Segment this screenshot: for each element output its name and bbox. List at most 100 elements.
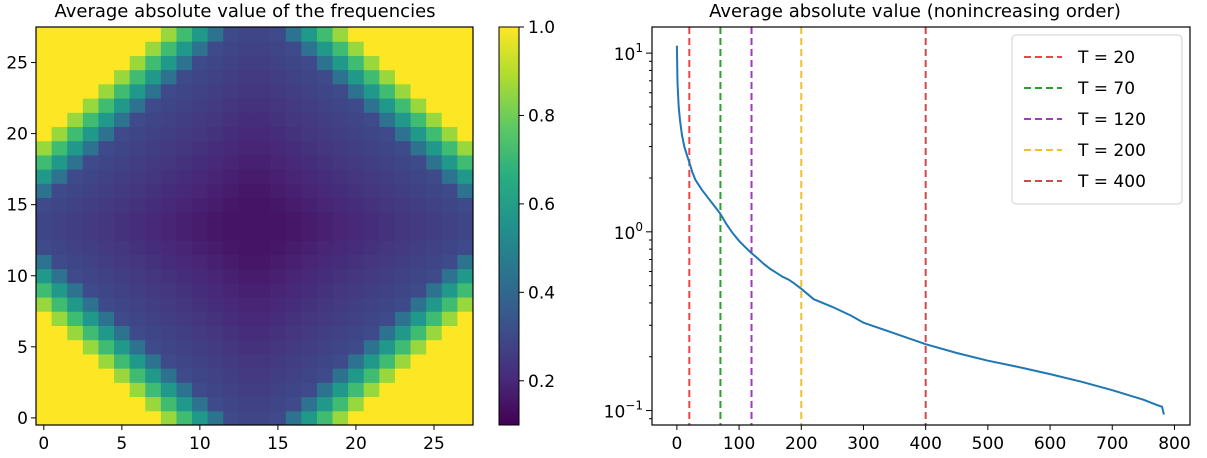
- heatmap-cell: [223, 169, 240, 184]
- heatmap-cell: [379, 83, 396, 99]
- heatmap-cell: [301, 311, 318, 326]
- heatmap-cell: [51, 382, 68, 398]
- heatmap-cell: [82, 297, 99, 312]
- heatmap-cell: [379, 240, 396, 255]
- heatmap-cell: [82, 27, 99, 42]
- heatmap-cell: [426, 112, 443, 127]
- heatmap-cell: [270, 154, 287, 170]
- heatmap-cell: [363, 282, 380, 298]
- heatmap-cell: [363, 197, 380, 213]
- heatmap-cell: [207, 311, 224, 326]
- heatmap-cell: [379, 353, 396, 369]
- heatmap-cell: [332, 211, 349, 227]
- heatmap-cell: [223, 396, 240, 412]
- heatmap-cell: [98, 41, 115, 56]
- heatmap-cell: [426, 410, 443, 426]
- heatmap-cell: [379, 27, 396, 42]
- heatmap-cell: [285, 240, 302, 255]
- heatmap-cell: [82, 197, 99, 213]
- heatmap-cell: [285, 382, 302, 398]
- heatmap-cell: [301, 169, 318, 184]
- heatmap-cell: [270, 311, 287, 326]
- heatmap-cell: [426, 27, 443, 42]
- heatmap-cell: [410, 211, 427, 227]
- heatmap-cell: [36, 353, 53, 369]
- heatmap-cell: [348, 27, 365, 42]
- x-tick-label: 0: [671, 434, 682, 454]
- heatmap-cell: [98, 197, 115, 213]
- heatmap-cell: [348, 169, 365, 184]
- heatmap-cell: [457, 140, 474, 156]
- heatmap-cell: [457, 69, 474, 85]
- heatmap-cell: [176, 325, 193, 341]
- heatmap-cell: [270, 98, 287, 113]
- heatmap-cell: [114, 169, 131, 184]
- heatmap-cell: [238, 98, 255, 113]
- heatmap-cell: [457, 83, 474, 99]
- heatmap-cell: [270, 268, 287, 284]
- heatmap-cell: [192, 339, 209, 355]
- heatmap-cell: [348, 55, 365, 71]
- heatmap-cell: [254, 297, 271, 312]
- heatmap-cell: [51, 268, 68, 284]
- heatmap-cell: [114, 211, 131, 227]
- heatmap-cell: [332, 112, 349, 127]
- heatmap-cell: [410, 311, 427, 326]
- heatmap-cell: [379, 169, 396, 184]
- heatmap-cell: [394, 382, 412, 398]
- heatmap-cell: [207, 211, 224, 227]
- heatmap-cell: [238, 83, 255, 99]
- heatmap-cell: [457, 126, 474, 142]
- heatmap-cell: [270, 83, 287, 99]
- heatmap-cell: [114, 98, 131, 113]
- heatmap-cell: [394, 353, 412, 369]
- heatmap-cell: [160, 325, 177, 341]
- heatmap-cell: [410, 396, 427, 412]
- heatmap-cell: [207, 197, 224, 213]
- heatmap-cell: [285, 27, 302, 42]
- heatmap-cell: [394, 112, 412, 127]
- heatmap-cell: [67, 311, 84, 326]
- heatmap-cell: [129, 197, 146, 213]
- heatmap-cell: [363, 140, 380, 156]
- heatmap-cell: [223, 297, 240, 312]
- heatmap-cell: [441, 55, 458, 71]
- heatmap-cell: [207, 240, 224, 255]
- heatmap-cell: [254, 254, 271, 270]
- x-tick-label: 0: [38, 434, 49, 454]
- heatmap-cell: [160, 297, 177, 312]
- heatmap-cell: [441, 325, 458, 341]
- heatmap-cell: [176, 41, 193, 56]
- heatmap-cell: [316, 339, 334, 355]
- heatmap-cell: [316, 98, 334, 113]
- heatmap-cell: [426, 297, 443, 312]
- heatmap-cell: [51, 126, 68, 142]
- heatmap-cell: [301, 140, 318, 156]
- heatmap-cell: [67, 183, 84, 199]
- heatmap-cell: [129, 226, 146, 241]
- heatmap-cell: [348, 325, 365, 341]
- heatmap-cell: [441, 126, 458, 142]
- heatmap-cell: [223, 254, 240, 270]
- heatmap-cell: [332, 282, 349, 298]
- heatmap-cell: [223, 268, 240, 284]
- heatmap-cell: [129, 297, 146, 312]
- heatmap-cell: [67, 297, 84, 312]
- heatmap-cell: [441, 226, 458, 241]
- heatmap-cell: [285, 55, 302, 71]
- heatmap-cell: [457, 98, 474, 113]
- heatmap-cell: [238, 183, 255, 199]
- heatmap-cell: [51, 183, 68, 199]
- heatmap-cell: [207, 382, 224, 398]
- heatmap-panel: Average absolute value of the frequencie…: [6, 1, 474, 454]
- heatmap-cell: [51, 197, 68, 213]
- heatmap-cell: [348, 282, 365, 298]
- heatmap-cell: [207, 368, 224, 383]
- heatmap-cell: [145, 69, 162, 85]
- heatmap-cell: [51, 41, 68, 56]
- heatmap-cell: [394, 325, 412, 341]
- heatmap-cell: [301, 183, 318, 199]
- heatmap-cell: [145, 140, 162, 156]
- heatmap-cell: [410, 154, 427, 170]
- heatmap-cell: [129, 325, 146, 341]
